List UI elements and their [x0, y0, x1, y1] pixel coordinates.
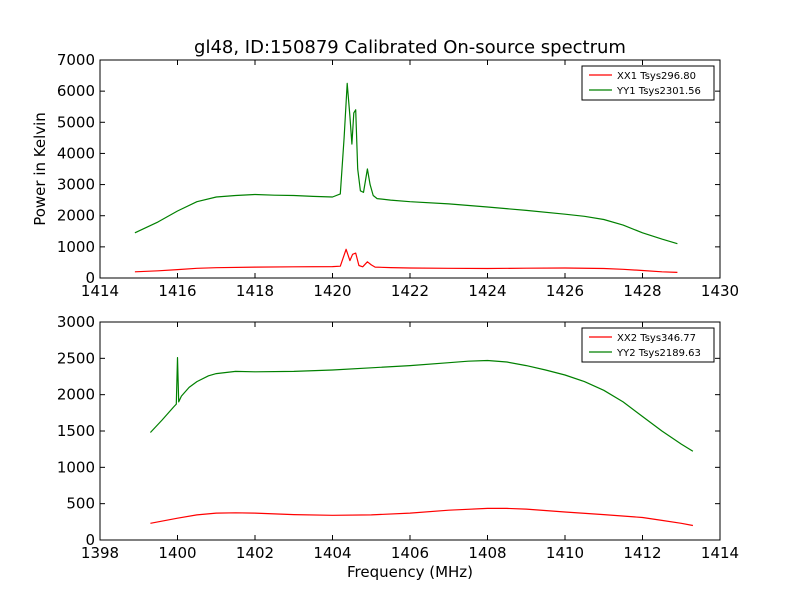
x-tick-label: 1422	[391, 282, 429, 300]
y-tick-label: 1000	[57, 458, 95, 476]
legend-entry-label: YY1 Tsys2301.56	[616, 86, 701, 97]
legend-entry-label: XX2 Tsys346.77	[617, 333, 696, 344]
x-tick-label: 1412	[623, 544, 661, 562]
x-tick-label: 1414	[81, 282, 119, 300]
y-tick-label: 3000	[57, 176, 95, 194]
x-tick-label: 1416	[158, 282, 196, 300]
y-axis-label: Power in Kelvin	[31, 112, 49, 226]
y-tick-label: 5000	[57, 113, 95, 131]
y-tick-label: 0	[85, 531, 95, 549]
x-tick-label: 1426	[546, 282, 584, 300]
y-tick-label: 3000	[57, 313, 95, 331]
legend-box	[581, 65, 715, 101]
x-tick-label: 1404	[313, 544, 351, 562]
x-tick-label: 1414	[701, 544, 739, 562]
series-line-yy	[149, 357, 694, 452]
x-tick-label: 1424	[468, 282, 506, 300]
series-line-xx	[134, 248, 678, 273]
y-tick-label: 7000	[57, 51, 95, 69]
x-tick-label: 1408	[468, 544, 506, 562]
y-tick-label: 500	[66, 495, 95, 513]
x-tick-label: 1400	[158, 544, 196, 562]
y-tick-label: 6000	[57, 82, 95, 100]
x-tick-label: 1410	[546, 544, 584, 562]
legend: XX2 Tsys346.77 YY2 Tsys2189.63	[581, 327, 715, 363]
y-tick-label: 2500	[57, 349, 95, 367]
x-tick-label: 1418	[236, 282, 274, 300]
figure-title: gl48, ID:150879 Calibrated On-source spe…	[194, 37, 626, 58]
x-tick-label: 1406	[391, 544, 429, 562]
y-tick-label: 4000	[57, 144, 95, 162]
legend-box	[581, 327, 715, 363]
x-tick-label: 1420	[313, 282, 351, 300]
x-axis-label: Frequency (MHz)	[347, 563, 473, 581]
x-tick-label: 1428	[623, 282, 661, 300]
y-tick-label: 1000	[57, 238, 95, 256]
x-tick-label: 1398	[81, 544, 119, 562]
legend-entry-label: YY2 Tsys2189.63	[616, 348, 701, 359]
top-panel: 1414 1416 1418 1420 1422 1424 1426 1428 1430 0 100…	[31, 51, 739, 300]
bottom-panel: 1398 1400 1402 1404 1406 1408 1410 1412 1414 0 500…	[57, 313, 739, 581]
y-tick-label: 0	[85, 269, 95, 287]
legend: XX1 Tsys296.80 YY1 Tsys2301.56	[581, 65, 715, 101]
legend-entry-label: XX1 Tsys296.80	[617, 71, 696, 82]
x-tick-label: 1430	[701, 282, 739, 300]
y-tick-label: 2000	[57, 386, 95, 404]
series-line-yy	[134, 82, 678, 245]
x-tick-label: 1402	[236, 544, 274, 562]
y-tick-label: 1500	[57, 422, 95, 440]
series-line-xx	[150, 507, 694, 527]
y-tick-label: 2000	[57, 207, 95, 225]
